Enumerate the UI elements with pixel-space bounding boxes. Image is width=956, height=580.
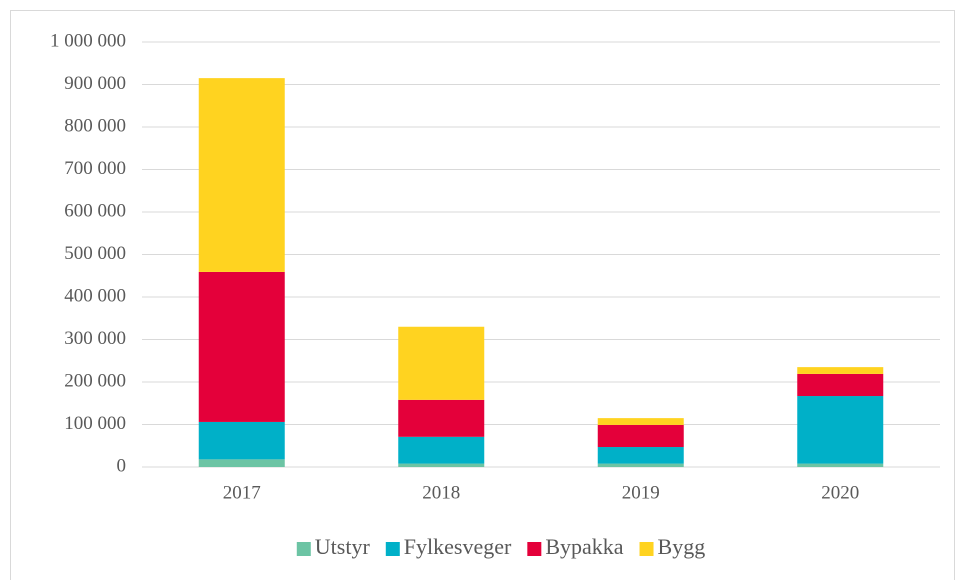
legend-label: Bypakka [545,534,623,559]
bar-segment [198,421,285,460]
bar-segment [797,396,884,464]
bar-segment [198,459,285,467]
bar-segment [597,424,684,448]
chart-frame [10,10,955,580]
y-tick-label: 500 000 [64,243,126,264]
x-tick-label: 2018 [422,482,460,503]
y-tick-label: 600 000 [64,200,126,221]
y-tick-label: 100 000 [64,413,126,434]
y-tick-label: 900 000 [64,73,126,94]
legend-swatch [385,542,400,556]
y-tick-label: 800 000 [64,115,126,136]
y-tick-label: 0 [117,455,127,476]
legend-swatch [296,542,311,556]
bar-segment [797,367,884,374]
bar-segment [398,399,485,437]
bar-segment [597,463,684,467]
y-tick-label: 200 000 [64,370,126,391]
x-tick-label: 2020 [821,482,859,503]
bar-segment [597,447,684,464]
y-tick-label: 300 000 [64,328,126,349]
legend-swatch [527,542,542,556]
bar-segment [398,463,485,467]
x-tick-label: 2019 [622,482,660,503]
y-tick-label: 400 000 [64,285,126,306]
y-tick-label: 1 000 000 [50,30,126,51]
legend-label: Bygg [658,534,706,559]
bar-segment [797,373,884,397]
legend-label: Fylkesveger [404,534,512,559]
bar-segment [398,436,485,464]
bar-segment [597,418,684,425]
legend-swatch [639,542,654,556]
bar-segment [198,78,285,272]
bar-segment [797,463,884,467]
bar-segment [198,271,285,422]
legend-label: Utstyr [315,534,371,559]
bar-segment [398,326,485,400]
y-tick-label: 700 000 [64,158,126,179]
x-tick-label: 2017 [223,482,261,503]
